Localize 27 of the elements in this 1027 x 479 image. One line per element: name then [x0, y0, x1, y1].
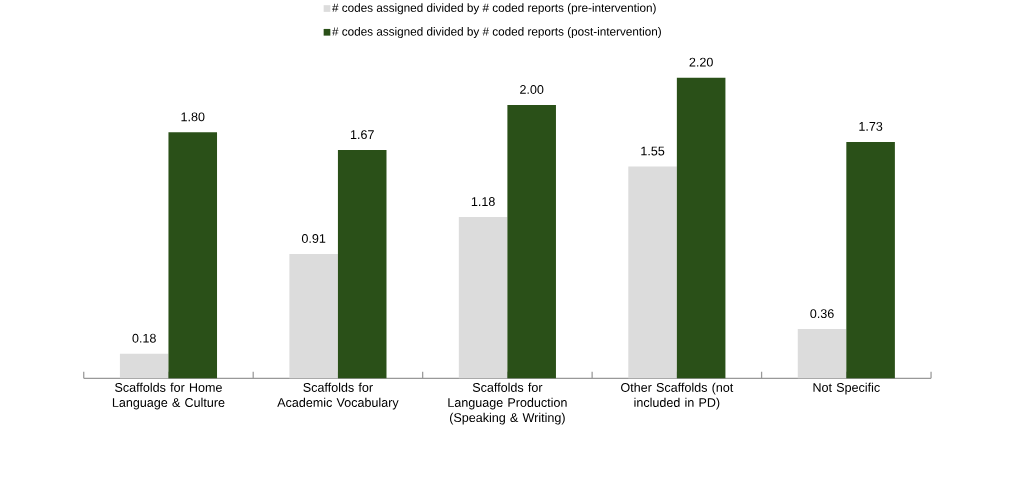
bar	[337, 149, 387, 379]
data-label: 1.80	[181, 112, 205, 122]
bar	[119, 353, 169, 379]
data-label: 1.55	[641, 146, 665, 156]
data-label: 0.18	[132, 333, 156, 343]
x-tick-label: Not Specific	[813, 382, 880, 395]
legend-label: # codes assigned divided by # coded reports (pre-intervention)	[332, 3, 656, 15]
bar	[628, 166, 677, 379]
data-label: 2.20	[689, 57, 713, 67]
x-tick-label: Scaffolds for Academic Vocabulary	[277, 382, 399, 410]
data-label: 2.00	[520, 84, 544, 94]
x-tick-label: Scaffolds for Language Production (Speaking & Writing)	[448, 382, 567, 425]
bar	[797, 328, 847, 379]
data-label: 1.67	[350, 129, 374, 139]
bar	[676, 77, 726, 379]
bar	[168, 132, 218, 379]
bar	[289, 253, 338, 379]
x-tick-label: Other Scaffolds (not included in PD)	[621, 382, 734, 410]
x-tick-label: Scaffolds for Home Language & Culture	[112, 382, 225, 410]
bar	[458, 216, 508, 379]
data-label: 1.73	[859, 121, 883, 131]
legend-label: # codes assigned divided by # coded reports (post-intervention)	[332, 26, 661, 38]
data-label: 0.91	[301, 233, 326, 243]
bar	[507, 104, 556, 379]
data-label: 0.36	[810, 308, 834, 318]
bar	[846, 141, 895, 379]
data-label: 1.18	[471, 196, 495, 206]
